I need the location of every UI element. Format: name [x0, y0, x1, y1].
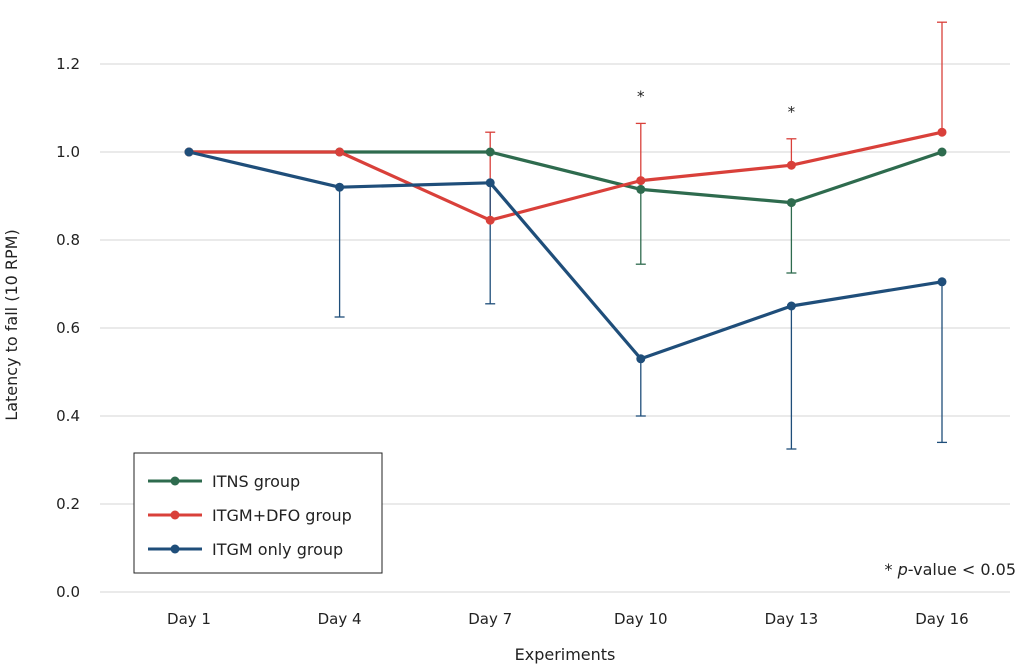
y-tick-label: 0.0	[56, 583, 80, 601]
legend-label-0: ITNS group	[212, 472, 300, 491]
significance-star: *	[788, 103, 796, 121]
x-tick-label: Day 1	[167, 610, 211, 628]
significance-marks: * * *	[637, 0, 946, 121]
significance-note: * p-value < 0.05	[885, 560, 1017, 579]
data-point	[636, 354, 646, 364]
error-bars	[334, 21, 947, 450]
legend-marker-2	[170, 544, 180, 554]
data-point	[636, 176, 646, 186]
legend: ITNS group ITGM+DFO group ITGM only group	[133, 452, 383, 574]
y-tick-label: 0.4	[56, 407, 80, 425]
x-axis-title: Experiments	[515, 645, 616, 664]
y-tick-label: 1.2	[56, 55, 80, 73]
significance-star: *	[938, 0, 946, 6]
y-tick-labels: 0.0 0.2 0.4 0.6 0.8 1.0 1.2	[56, 55, 80, 601]
data-point	[335, 182, 345, 192]
x-tick-labels: Day 1 Day 4 Day 7 Day 10 Day 13 Day 16	[167, 610, 969, 628]
series-points	[184, 127, 947, 364]
x-tick-label: Day 7	[468, 610, 512, 628]
data-point	[937, 277, 947, 287]
x-tick-label: Day 10	[614, 610, 667, 628]
legend-label-2: ITGM only group	[212, 540, 343, 559]
x-tick-label: Day 4	[318, 610, 362, 628]
y-tick-label: 1.0	[56, 143, 80, 161]
data-point	[485, 215, 495, 225]
legend-label-1: ITGM+DFO group	[212, 506, 352, 525]
note-prefix: *	[885, 560, 898, 579]
data-point	[636, 184, 646, 194]
series-line-1	[189, 130, 943, 222]
data-point	[786, 160, 796, 170]
data-point	[937, 147, 947, 157]
y-axis-title: Latency to fall (10 RPM)	[2, 229, 21, 420]
data-point	[937, 127, 947, 137]
x-tick-label: Day 13	[765, 610, 818, 628]
data-point	[485, 178, 495, 188]
y-tick-label: 0.6	[56, 319, 80, 337]
data-point	[786, 301, 796, 311]
data-point	[485, 147, 495, 157]
data-point	[184, 147, 194, 157]
x-tick-label: Day 16	[915, 610, 968, 628]
note-suffix: -value < 0.05	[908, 560, 1016, 579]
note-italic: p	[897, 560, 908, 579]
y-tick-label: 0.2	[56, 495, 80, 513]
data-point	[786, 198, 796, 208]
series-line-2	[188, 150, 943, 361]
y-tick-label: 0.8	[56, 231, 80, 249]
data-point	[335, 147, 345, 157]
significance-star: *	[637, 87, 645, 105]
legend-marker-1	[170, 510, 180, 520]
series-lines	[188, 130, 943, 361]
legend-marker-0	[170, 476, 180, 486]
